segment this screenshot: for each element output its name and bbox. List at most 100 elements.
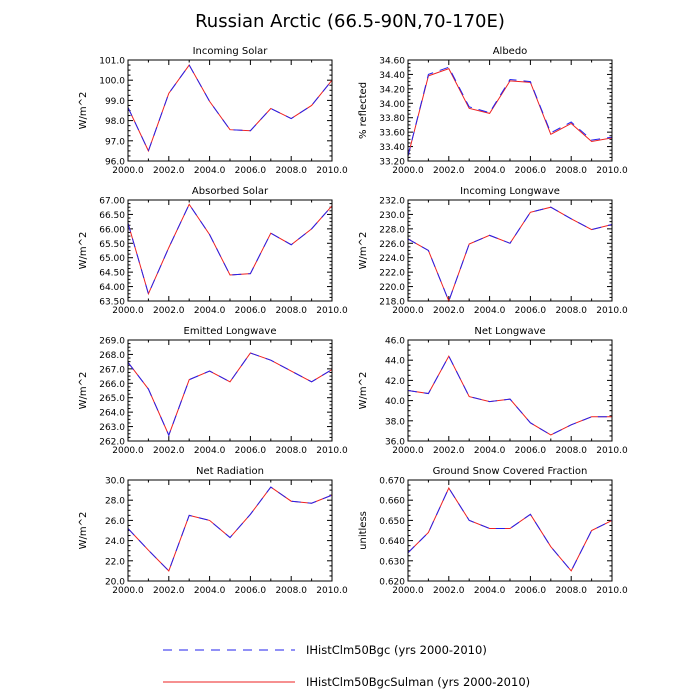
- y-tick-label: 44.0: [385, 357, 405, 367]
- y-axis-label: W/m^2: [358, 232, 369, 270]
- x-tick-label: 2010.0: [596, 306, 628, 316]
- y-tick-label: 66.50: [99, 211, 125, 221]
- x-tick-label: 2010.0: [316, 306, 348, 316]
- y-tick-label: 24.0: [105, 537, 125, 547]
- y-tick-label: 0.630: [379, 557, 405, 567]
- y-tick-label: 42.0: [385, 377, 405, 387]
- x-tick-label: 2004.0: [194, 306, 226, 316]
- y-tick-label: 66.00: [99, 225, 125, 235]
- y-tick-label: 40.0: [385, 397, 405, 407]
- y-tick-label: 0.650: [379, 517, 405, 527]
- x-tick-label: 2008.0: [275, 166, 307, 176]
- x-tick-label: 2000.0: [112, 306, 144, 316]
- y-axis-label: W/m^2: [358, 372, 369, 410]
- y-axis-label: W/m^2: [78, 372, 89, 410]
- y-tick-label: 34.00: [379, 100, 405, 110]
- plot-frame: [407, 199, 613, 302]
- x-tick-label: 2006.0: [515, 586, 547, 596]
- y-axis-label: % reflected: [358, 82, 369, 139]
- y-tick-label: 33.20: [379, 158, 405, 168]
- y-tick-label: 218.0: [379, 298, 405, 308]
- x-tick-label: 2000.0: [112, 446, 144, 456]
- x-tick-label: 2002.0: [153, 586, 185, 596]
- y-tick-label: 97.0: [105, 137, 125, 147]
- series-line-0: [407, 66, 613, 157]
- panel-5: Net Longwave W/m^2 36.0 38.0 40.0 42.0 44.0 46.…: [358, 326, 628, 456]
- x-tick-label: 2008.0: [275, 306, 307, 316]
- y-tick-label: 0.670: [379, 477, 405, 487]
- y-tick-label: 34.20: [379, 85, 405, 95]
- panels-group: Incoming Solar W/m^2 96.0 97.0 98.0 99.0 100.0…: [78, 46, 628, 596]
- y-tick-label: 269.0: [99, 337, 125, 347]
- panel-4: Emitted Longwave W/m^2 262.0 263.0 264.0 265.…: [78, 326, 348, 456]
- x-tick-label: 2008.0: [555, 586, 587, 596]
- x-tick-label: 2008.0: [555, 306, 587, 316]
- figure-title: Russian Arctic (66.5-90N,70-170E): [195, 11, 505, 32]
- x-tick-label: 2004.0: [474, 586, 506, 596]
- y-tick-label: 262.0: [99, 438, 125, 448]
- panel-title: Absorbed Solar: [192, 186, 269, 197]
- y-tick-label: 266.0: [99, 380, 125, 390]
- x-tick-label: 2002.0: [433, 586, 465, 596]
- panel-title: Incoming Solar: [193, 46, 269, 57]
- y-tick-label: 0.640: [379, 537, 405, 547]
- legend-label-0: IHistClm50Bgc (yrs 2000-2010): [306, 643, 487, 657]
- series-line-1: [127, 203, 333, 296]
- y-axis-label: W/m^2: [78, 512, 89, 550]
- x-tick-label: 2010.0: [596, 586, 628, 596]
- x-tick-label: 2008.0: [275, 446, 307, 456]
- x-tick-label: 2004.0: [474, 446, 506, 456]
- panel-title: Ground Snow Covered Fraction: [433, 466, 588, 477]
- series-line-1: [407, 206, 613, 303]
- x-tick-label: 2010.0: [316, 446, 348, 456]
- x-tick-label: 2008.0: [275, 586, 307, 596]
- y-tick-label: 36.0: [385, 438, 405, 448]
- x-tick-label: 2004.0: [194, 586, 226, 596]
- series-line-1: [127, 352, 333, 437]
- panel-title: Incoming Longwave: [460, 186, 560, 197]
- y-tick-label: 264.0: [99, 409, 125, 419]
- y-tick-label: 220.0: [379, 283, 405, 293]
- y-axis-label: unitless: [358, 511, 369, 550]
- plot-frame: [407, 59, 613, 162]
- x-tick-label: 2002.0: [433, 306, 465, 316]
- y-tick-label: 67.00: [99, 197, 125, 207]
- panel-0: Incoming Solar W/m^2 96.0 97.0 98.0 99.0 100.0…: [78, 46, 348, 176]
- y-tick-label: 99.0: [105, 97, 125, 107]
- series-line-0: [127, 203, 333, 296]
- y-tick-label: 46.0: [385, 337, 405, 347]
- panel-7: Ground Snow Covered Fraction unitless 0.62…: [358, 466, 628, 596]
- y-tick-label: 100.0: [99, 77, 125, 87]
- x-tick-label: 2002.0: [153, 446, 185, 456]
- x-tick-label: 2010.0: [316, 586, 348, 596]
- x-tick-label: 2002.0: [153, 166, 185, 176]
- series-line-0: [407, 487, 613, 572]
- y-tick-label: 63.50: [99, 298, 125, 308]
- y-tick-label: 38.0: [385, 417, 405, 427]
- y-tick-label: 33.40: [379, 143, 405, 153]
- panel-2: Absorbed Solar W/m^2 63.50 64.00 64.50 65.00 6…: [78, 186, 348, 316]
- series-line-1: [127, 486, 333, 572]
- panel-title: Net Radiation: [196, 466, 264, 477]
- y-tick-label: 65.00: [99, 254, 125, 264]
- y-tick-label: 222.0: [379, 269, 405, 279]
- legend: IHistClm50Bgc (yrs 2000-2010) IHistClm50…: [163, 643, 530, 689]
- panel-title: Net Longwave: [474, 326, 545, 337]
- x-tick-label: 2002.0: [153, 306, 185, 316]
- y-axis-label: W/m^2: [78, 92, 89, 130]
- series-line-0: [127, 352, 333, 437]
- x-tick-label: 2006.0: [235, 166, 267, 176]
- x-tick-label: 2004.0: [194, 166, 226, 176]
- x-tick-label: 2000.0: [392, 166, 424, 176]
- x-tick-label: 2000.0: [112, 586, 144, 596]
- y-tick-label: 34.40: [379, 71, 405, 81]
- x-tick-label: 2002.0: [433, 166, 465, 176]
- panel-title: Albedo: [493, 46, 528, 57]
- x-tick-label: 2006.0: [235, 306, 267, 316]
- plot-frame: [127, 199, 333, 302]
- y-tick-label: 0.620: [379, 578, 405, 588]
- x-tick-label: 2000.0: [392, 446, 424, 456]
- y-tick-label: 224.0: [379, 254, 405, 264]
- series-line-1: [407, 487, 613, 572]
